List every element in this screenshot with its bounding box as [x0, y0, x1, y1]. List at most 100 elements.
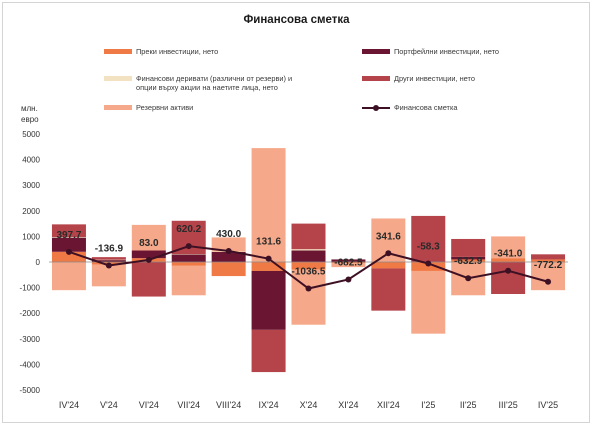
x-tick-label: VIII'24	[216, 400, 241, 410]
bar-segment-0-7	[331, 262, 366, 264]
data-label: 430.0	[216, 229, 241, 240]
x-tick-label: II'25	[460, 400, 477, 410]
x-tick-label: XII'24	[377, 400, 400, 410]
bar-segment-0-12	[531, 259, 566, 262]
financial-account-point	[265, 255, 272, 262]
y-tick-label: 0	[36, 258, 41, 267]
bar-segment-1-1	[91, 259, 126, 262]
bar-segment-1-5	[251, 270, 286, 330]
bar-segment-3-8	[371, 268, 406, 311]
bar-segment-1-4	[211, 251, 246, 262]
bar-segment-4-11	[491, 236, 526, 259]
data-label: -682.5	[334, 257, 363, 268]
bar-segment-0-4	[211, 262, 246, 277]
bar-segment-3-5	[251, 329, 286, 373]
data-label: 397.7	[56, 230, 81, 241]
data-label: -136.9	[95, 244, 124, 255]
x-tick-label: VI'24	[139, 400, 159, 410]
bar-segment-3-0	[51, 224, 86, 238]
data-label: 83.0	[139, 238, 159, 249]
x-tick-label: IV'25	[538, 400, 558, 410]
bar-segment-1-2	[131, 250, 166, 259]
financial-account-point	[65, 248, 72, 255]
x-tick-label: X'24	[300, 400, 318, 410]
bar-segment-4-0	[51, 262, 86, 291]
legend-item-reserve-assets: Резервни активи	[104, 103, 193, 112]
data-label: -632.9	[454, 256, 483, 267]
legend-label-financial-derivatives: Финансови деривати (различни от резерви)…	[136, 74, 293, 92]
legend-item-other-investment: Други инвестиции, нето	[362, 74, 475, 83]
data-label: -772.2	[534, 260, 563, 271]
legend-item-portfolio-investment: Портфейлни инвестиции, нето	[362, 47, 499, 56]
x-tick-label: VII'24	[177, 400, 200, 410]
legend-swatch-direct-investment	[104, 49, 132, 54]
bar-segment-3-9	[411, 215, 446, 262]
y-tick-label: 3000	[22, 181, 40, 190]
data-label: 620.2	[176, 224, 201, 235]
data-label: 131.6	[256, 237, 281, 248]
legend-swatch-reserve-assets	[104, 105, 132, 110]
y-axis-unit-line2: евро	[21, 115, 39, 124]
y-tick-label: -4000	[20, 360, 41, 369]
bar-segment-0-5	[251, 262, 286, 271]
x-tick-label: IV'24	[59, 400, 79, 410]
bar-segment-4-6	[291, 269, 326, 325]
financial-account-point	[385, 250, 392, 257]
bar-segment-4-2	[131, 224, 166, 251]
financial-account-point	[185, 243, 192, 250]
bar-segment-2-1	[91, 259, 126, 261]
y-tick-label: 1000	[22, 232, 40, 241]
bar-segment-3-10	[451, 238, 486, 257]
bar-segment-0-3	[171, 262, 206, 266]
data-label: -58.3	[417, 241, 440, 252]
legend-swatch-portfolio-investment	[362, 49, 390, 54]
bar-segment-3-1	[91, 257, 126, 260]
financial-account-point	[545, 278, 552, 285]
financial-account-point	[425, 260, 432, 267]
bar-segment-0-0	[51, 251, 86, 262]
bar-segment-3-2	[131, 262, 166, 297]
bar-segment-4-5	[251, 148, 286, 262]
x-tick-label: XI'24	[338, 400, 358, 410]
y-tick-label: -5000	[20, 386, 41, 395]
data-label: -341.0	[494, 249, 523, 260]
financial-account-point	[465, 275, 472, 282]
bar-segment-3-6	[291, 223, 326, 250]
x-tick-label: IX'24	[258, 400, 278, 410]
bar-segment-4-9	[411, 270, 446, 334]
y-tick-label: -3000	[20, 335, 41, 344]
chart-frame	[2, 2, 590, 423]
bar-segment-1-0	[51, 237, 86, 252]
x-tick-label: I'25	[421, 400, 435, 410]
y-tick-label: -1000	[20, 284, 41, 293]
chart-title: Финансова сметка	[243, 14, 350, 26]
bar-segment-1-7	[331, 259, 366, 262]
data-label: -1036.5	[292, 267, 326, 278]
bar-segment-1-3	[171, 254, 206, 262]
legend-swatch-financial-derivatives	[104, 76, 132, 81]
y-axis-unit-label: млн. евро	[21, 103, 39, 125]
data-label: 341.6	[376, 231, 401, 242]
legend-label-reserve-assets: Резервни активи	[136, 103, 194, 112]
financial-account-point	[225, 247, 232, 254]
y-axis-unit-line1: млн.	[21, 104, 38, 113]
x-tick-label: III'25	[498, 400, 517, 410]
bar-segment-0-11	[491, 258, 526, 262]
bar-segment-2-3	[171, 254, 206, 255]
legend-label-portfolio-investment: Портфейлни инвестиции, нето	[394, 47, 499, 56]
bar-segment-1-6	[291, 250, 326, 262]
legend-item-direct-investment: Преки инвестиции, нето	[104, 47, 218, 56]
bar-segment-3-12	[531, 254, 566, 260]
bar-segment-4-7	[331, 263, 366, 268]
financial-account-point	[505, 267, 512, 274]
bar-segment-1-10	[451, 256, 486, 260]
legend-marker-financial-account	[362, 103, 390, 112]
legend-swatch-other-investment	[362, 76, 390, 81]
bar-segment-4-4	[211, 237, 246, 252]
y-tick-label: 5000	[22, 130, 40, 139]
bar-segment-4-1	[91, 264, 126, 287]
legend-item-financial-derivatives: Финансови деривати (различни от резерви)…	[104, 74, 304, 92]
bar-segment-3-11	[491, 262, 526, 294]
bar-segment-0-8	[371, 262, 406, 269]
